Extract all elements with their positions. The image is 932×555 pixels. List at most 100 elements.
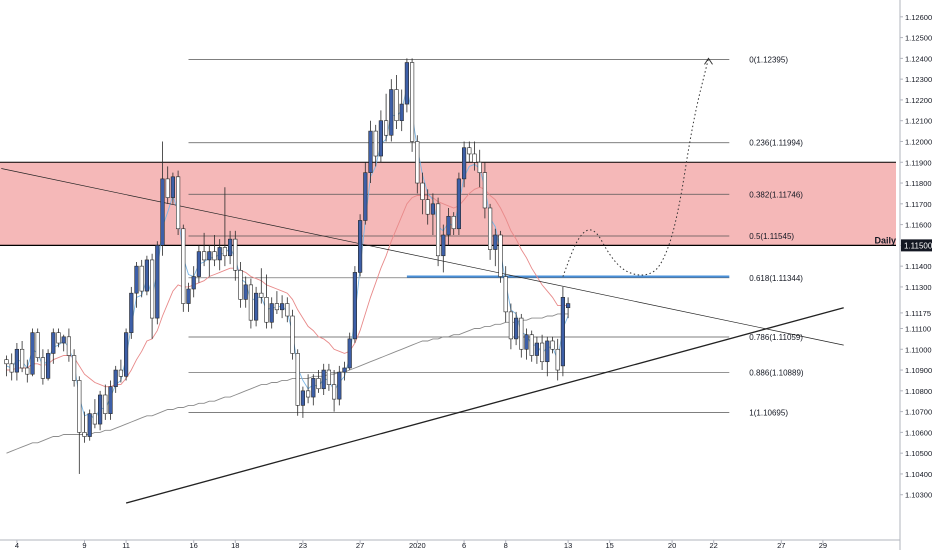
bullish-candle — [347, 338, 352, 369]
bullish-candle — [30, 332, 35, 375]
bullish-candle — [124, 332, 129, 377]
bearish-candle — [233, 238, 238, 271]
bullish-candle — [45, 353, 51, 379]
bearish-candle — [118, 369, 123, 377]
price-tick-label: 1.10300 — [905, 491, 932, 500]
price-tick-label: 1.12000 — [905, 137, 932, 146]
bullish-candle — [430, 203, 436, 215]
bearish-candle — [82, 432, 87, 437]
bearish-candle — [66, 336, 71, 356]
bullish-candle — [461, 147, 467, 180]
bullish-candle — [144, 259, 150, 292]
bearish-candle — [202, 251, 207, 261]
bullish-candle — [378, 120, 384, 157]
price-tick-label: 1.11700 — [905, 200, 932, 209]
price-tick-label: 1.11600 — [905, 221, 932, 230]
bullish-candle — [196, 251, 202, 277]
price-tick-label: 1.12400 — [905, 54, 932, 63]
price-tick-label: 1.10500 — [905, 449, 932, 458]
bearish-candle — [305, 390, 311, 398]
price-tick-label: 1.12100 — [905, 117, 932, 126]
bullish-candle — [228, 238, 233, 257]
bearish-candle — [425, 199, 430, 215]
time-tick-label: 4 — [15, 541, 19, 550]
bullish-candle — [217, 247, 222, 261]
bullish-candle — [399, 103, 404, 122]
time-tick-label: 29 — [819, 541, 827, 550]
bearish-candle — [508, 311, 514, 340]
fib-level-label: 0.5(1.11545) — [749, 232, 794, 241]
bearish-candle — [295, 353, 300, 406]
price-tick-label: 1.11175 — [905, 309, 931, 318]
bearish-candle — [498, 234, 503, 277]
bullish-candle — [186, 288, 191, 304]
bearish-candle — [555, 348, 560, 371]
slow-sma-line — [6, 313, 569, 454]
bearish-candle — [467, 147, 472, 155]
bearish-candle — [482, 172, 488, 209]
bearish-candle — [373, 130, 378, 157]
bullish-candle — [51, 332, 56, 354]
bullish-candle — [160, 178, 165, 246]
bullish-candle — [524, 334, 529, 350]
bearish-candle — [259, 292, 264, 298]
bullish-candle — [129, 292, 134, 333]
time-tick-label: 9 — [82, 541, 86, 550]
bullish-candle — [14, 348, 19, 373]
price-tick-label: 1.12500 — [905, 34, 932, 43]
bullish-candle — [61, 336, 66, 344]
bearish-candle — [290, 315, 295, 354]
bearish-candle — [165, 178, 170, 198]
mid-ema-line — [6, 186, 569, 388]
time-tick-label: 23 — [299, 541, 307, 550]
bearish-candle — [274, 303, 280, 311]
bullish-candle — [300, 390, 306, 406]
bearish-candle — [415, 141, 420, 184]
bearish-candle — [435, 203, 441, 257]
price-tick-label: 1.11900 — [905, 158, 932, 167]
bearish-candle — [264, 297, 269, 323]
price-label-layer: Daily 1.11500 — [874, 235, 932, 252]
bearish-candle — [181, 228, 186, 304]
bearish-candle — [9, 363, 14, 373]
bearish-candle — [394, 89, 399, 122]
bearish-candle — [35, 332, 40, 358]
bearish-candle — [248, 284, 254, 321]
time-tick-label: 2020 — [409, 541, 426, 550]
bullish-candle — [243, 284, 248, 300]
bullish-candle — [311, 378, 316, 398]
bullish-candle — [560, 297, 565, 367]
bullish-candle — [441, 234, 446, 257]
fib-level-label: 0(1.12395) — [749, 55, 788, 64]
bullish-candle — [446, 215, 451, 236]
bullish-candle — [363, 172, 368, 221]
bullish-candle — [170, 176, 176, 198]
price-tick-label: 1.10700 — [905, 408, 932, 417]
bearish-candle — [222, 247, 228, 257]
bullish-candle — [368, 130, 373, 173]
bearish-candle — [383, 120, 389, 136]
bullish-candle — [207, 251, 212, 261]
fib-level-label: 0.618(1.11344) — [749, 274, 803, 283]
bullish-candle — [108, 386, 113, 414]
bearish-candle — [56, 332, 61, 344]
bearish-candle — [503, 276, 508, 313]
bearish-candle — [420, 182, 425, 200]
bearish-candle — [316, 378, 321, 390]
bearish-candle — [472, 153, 477, 163]
bullish-candle — [545, 340, 550, 363]
time-tick-label: 13 — [564, 541, 572, 550]
bullish-candle — [279, 303, 285, 311]
price-tick-label: 1.10900 — [905, 366, 932, 375]
price-tick-label: 1.12600 — [905, 13, 932, 22]
price-tick-label: 1.11100 — [905, 324, 931, 333]
bullish-candle — [269, 303, 274, 323]
price-tick-label: 1.12300 — [905, 75, 932, 84]
fib-level-label: 0.786(1.11059) — [749, 333, 803, 342]
price-tick-label: 1.11800 — [905, 179, 932, 188]
bullish-candle — [565, 303, 571, 309]
projection-layer — [562, 57, 713, 277]
bearish-candle — [451, 215, 456, 230]
